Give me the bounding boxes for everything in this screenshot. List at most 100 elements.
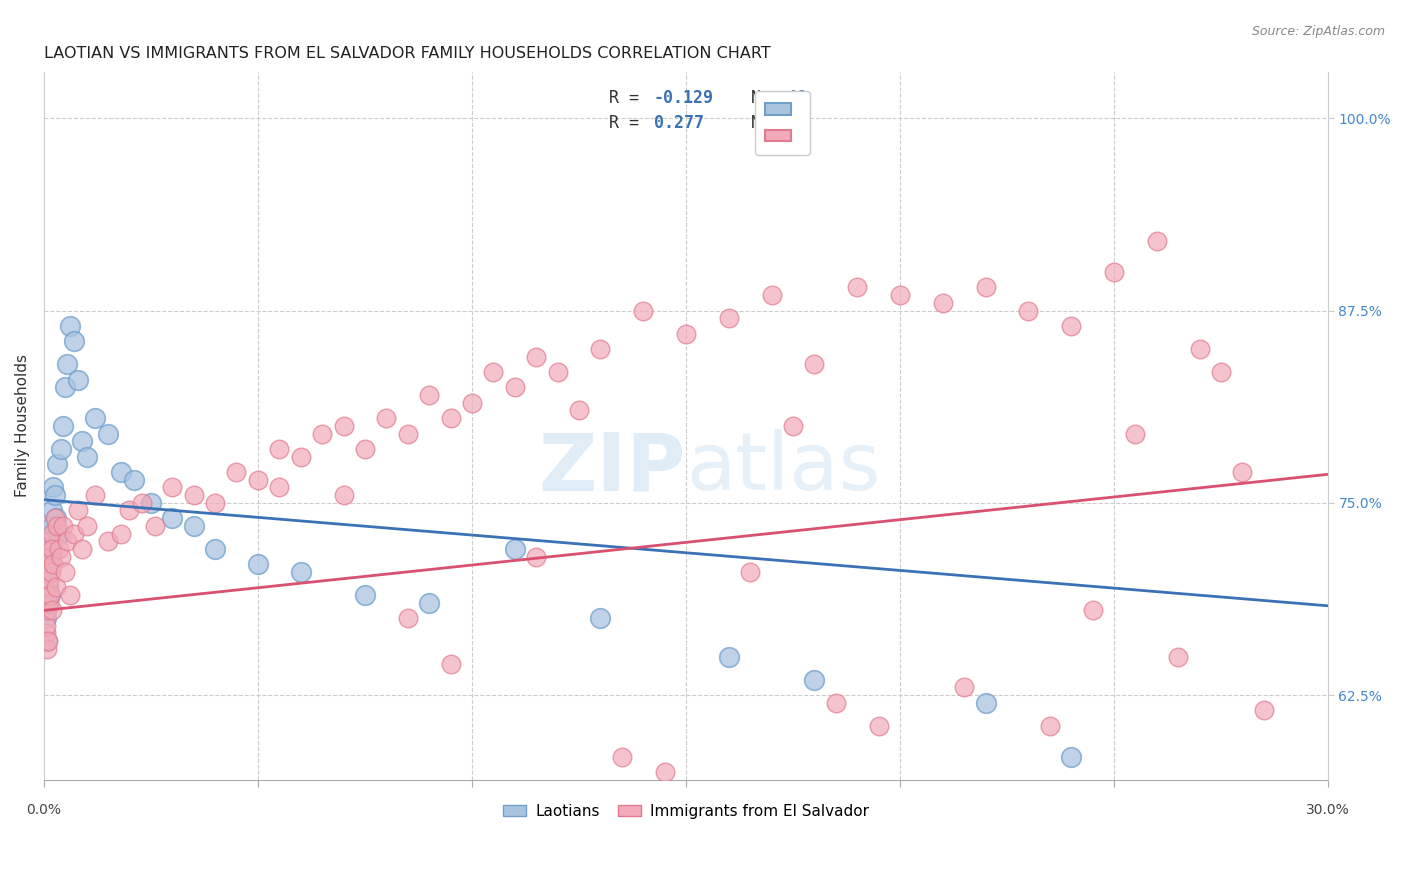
Point [311,426,333,441]
Point [122,473,145,487]
Point [846,280,869,294]
Point [131,496,153,510]
Point [868,719,890,733]
Text: -0.129: -0.129 [654,89,714,107]
Point [42,558,65,572]
Point [183,488,205,502]
Point [84,411,107,425]
Point [39,588,62,602]
Point [654,764,676,779]
Point [1209,365,1232,379]
Point [41,503,63,517]
Point [332,418,354,433]
Y-axis label: Family Households: Family Households [15,354,30,498]
Point [76,450,98,464]
Point [1060,749,1083,764]
Text: N =: N = [731,89,790,107]
Point [246,473,269,487]
Point [41,541,63,556]
Point [1017,303,1039,318]
Point [610,749,633,764]
Point [56,357,79,371]
Point [1188,342,1211,356]
Point [482,365,505,379]
Point [204,496,226,510]
Text: R =: R = [609,89,650,107]
Point [269,480,291,494]
Point [48,526,70,541]
Point [39,565,62,579]
Point [44,511,66,525]
Point [49,549,72,564]
Point [761,288,783,302]
Point [568,403,591,417]
Text: 46: 46 [786,89,806,107]
Point [162,511,184,525]
Point [1253,703,1275,717]
Point [889,288,911,302]
Text: 90: 90 [786,114,806,132]
Point [589,342,612,356]
Point [1146,235,1168,249]
Point [354,442,377,456]
Point [38,573,60,587]
Point [38,558,60,572]
Point [824,696,846,710]
Point [183,518,205,533]
Point [803,357,825,371]
Point [503,380,526,394]
Point [56,534,79,549]
Point [97,534,120,549]
Point [35,611,58,625]
Point [42,480,65,494]
Text: 30.0%: 30.0% [1306,803,1350,817]
Text: 0.277: 0.277 [654,114,704,132]
Point [332,488,354,502]
Point [58,588,80,602]
Point [84,488,107,502]
Point [38,526,60,541]
Point [38,588,60,602]
Point [37,634,59,648]
Text: ZIP: ZIP [538,429,686,508]
Point [1060,318,1083,333]
Point [37,580,59,594]
Point [76,518,98,533]
Point [1081,603,1104,617]
Point [39,541,62,556]
Point [246,558,269,572]
Point [97,426,120,441]
Point [418,596,440,610]
Point [52,518,75,533]
Point [1167,649,1189,664]
Point [524,549,547,564]
Text: LAOTIAN VS IMMIGRANTS FROM EL SALVADOR FAMILY HOUSEHOLDS CORRELATION CHART: LAOTIAN VS IMMIGRANTS FROM EL SALVADOR F… [44,46,770,62]
Point [1232,465,1254,479]
Point [290,565,312,579]
Point [45,580,67,594]
Point [35,641,58,656]
Point [461,396,484,410]
Point [38,565,60,579]
Point [72,541,94,556]
Point [38,534,60,549]
Text: 0.0%: 0.0% [27,803,62,817]
Point [717,649,740,664]
Point [37,596,59,610]
Point [37,603,59,617]
Point [1102,265,1125,279]
Text: N =: N = [731,114,790,132]
Point [396,611,419,625]
Point [63,334,86,349]
Point [269,442,291,456]
Point [67,373,90,387]
Point [782,418,804,433]
Point [41,518,63,533]
Point [740,565,762,579]
Point [38,558,60,572]
Point [118,503,141,517]
Point [503,541,526,556]
Point [974,280,997,294]
Point [39,549,62,564]
Text: Source: ZipAtlas.com: Source: ZipAtlas.com [1251,25,1385,38]
